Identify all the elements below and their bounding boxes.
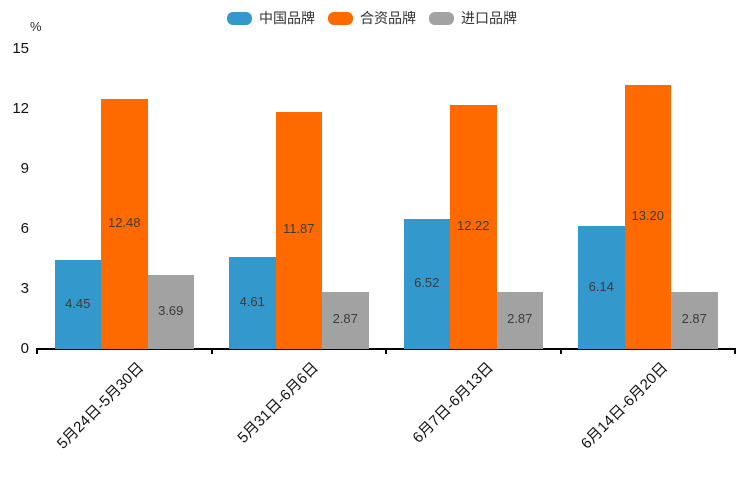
bar-value-label: 12.48 (107, 215, 141, 231)
legend-item-1[interactable]: 中国品牌 (227, 7, 315, 29)
x-axis-tick (36, 349, 38, 354)
bar-合资品牌-1: 12.48 (101, 99, 148, 349)
bar-value-label: 2.87 (681, 311, 707, 327)
x-axis-label: 6月14日-6月20日 (577, 359, 671, 453)
bar-value-label: 13.20 (631, 208, 665, 223)
y-axis-unit-label: % (30, 19, 42, 34)
legend-swatch-icon (429, 11, 454, 25)
y-axis-tick-label: 3 (20, 280, 29, 297)
legend-label: 合资品牌 (360, 10, 416, 26)
y-axis-tick-label: 15 (12, 40, 29, 57)
bar-value-label: 6.14 (588, 278, 614, 294)
legend-label: 中国品牌 (259, 10, 315, 26)
bar-中国品牌-4: 6.14 (578, 226, 625, 349)
bar-中国品牌-3: 6.52 (403, 218, 450, 349)
y-axis-tick-label: 6 (20, 220, 29, 237)
x-axis-tick (210, 349, 213, 354)
bar-value-label: 11.87 (282, 221, 315, 237)
bar-value-label: 6.52 (414, 274, 440, 290)
bar-进口品牌-2: 2.87 (322, 291, 369, 349)
x-axis-tick (559, 349, 562, 354)
bar-value-label: 2.87 (332, 311, 358, 327)
bar-进口品牌-3: 2.87 (496, 291, 543, 349)
chart-legend: 中国品牌 合资品牌 进口品牌 (0, 7, 744, 29)
legend-swatch-icon (328, 11, 353, 25)
bar-合资品牌-3: 12.22 (450, 104, 497, 349)
y-axis-tick-label: 0 (20, 340, 29, 357)
bar-value-label: 3.69 (158, 303, 184, 319)
bar-value-label: 2.87 (507, 311, 533, 327)
y-axis-tick-label: 9 (20, 160, 29, 177)
bar-value-label: 12.22 (456, 217, 490, 233)
bar-合资品牌-4: 13.20 (624, 85, 671, 349)
bar-value-label: 4.61 (239, 293, 265, 309)
bar-中国品牌-2: 4.61 (229, 256, 276, 349)
x-axis-tick (385, 349, 387, 354)
bar-合资品牌-2: 11.87 (275, 111, 322, 349)
legend-item-3[interactable]: 进口品牌 (429, 7, 517, 29)
bar-进口品牌-4: 2.87 (671, 291, 718, 349)
y-axis-tick-label: 12 (12, 100, 29, 117)
legend-item-2[interactable]: 合资品牌 (328, 7, 416, 29)
x-axis-label: 6月7日-6月13日 (408, 359, 497, 447)
x-axis-label: 5月24日-5月30日 (54, 359, 148, 453)
bar-进口品牌-1: 3.69 (147, 275, 194, 349)
legend-swatch-icon (227, 11, 252, 25)
x-axis-tick (734, 349, 736, 354)
bar-中国品牌-1: 4.45 (54, 260, 101, 349)
bar-value-label: 4.45 (65, 295, 91, 311)
legend-label: 进口品牌 (461, 10, 517, 26)
x-axis-label: 5月31日-6月6日 (234, 359, 322, 447)
